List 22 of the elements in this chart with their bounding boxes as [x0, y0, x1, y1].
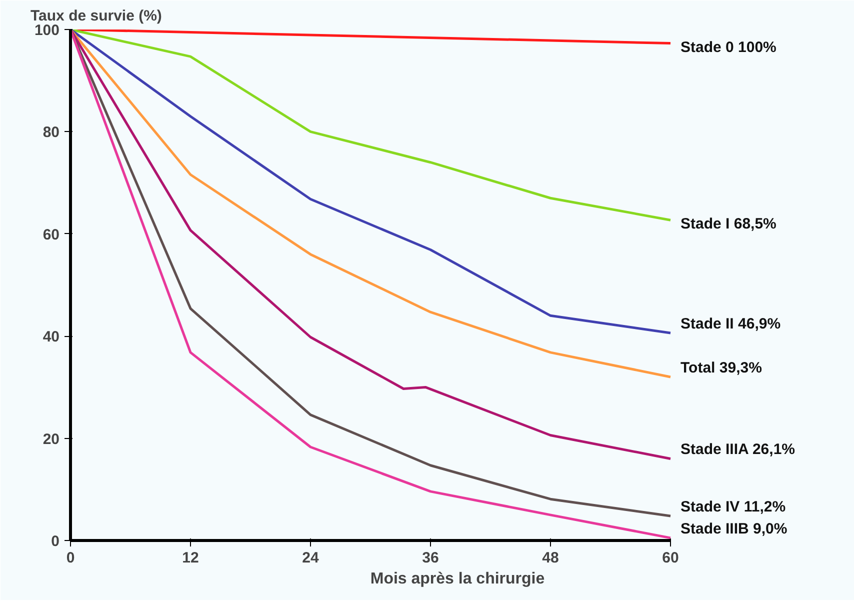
x-tick-label: 0: [66, 550, 75, 566]
x-tick-label: 48: [542, 550, 559, 566]
y-tick-label: 0: [51, 533, 60, 550]
x-tick-label: 12: [182, 550, 199, 566]
y-tick-label: 20: [42, 430, 60, 448]
y-axis-title: Taux de survie (%): [30, 8, 162, 24]
series-label: Stade IV 11,2%: [680, 498, 786, 516]
x-tick-label: 24: [302, 550, 320, 566]
series-label: Stade I 68,5%: [680, 216, 776, 233]
y-tick-label: 100: [34, 22, 60, 39]
x-tick-label: 60: [662, 550, 679, 566]
series-label: Total 39,3%: [680, 359, 762, 376]
x-axis-title: Mois après la chirurgie: [370, 570, 545, 588]
y-tick-label: 80: [42, 124, 60, 142]
series-label: Stade 0 100%: [680, 38, 776, 56]
series-label: Stade II 46,9%: [680, 316, 781, 333]
x-tick-label: 36: [422, 550, 439, 566]
y-tick-label: 60: [42, 226, 60, 244]
series-label: Stade IIIB 9,0%: [680, 520, 788, 538]
line-series: [70, 30, 672, 222]
series-label: Stade IIIA 26,1%: [680, 441, 795, 458]
y-tick-label: 40: [42, 328, 60, 346]
